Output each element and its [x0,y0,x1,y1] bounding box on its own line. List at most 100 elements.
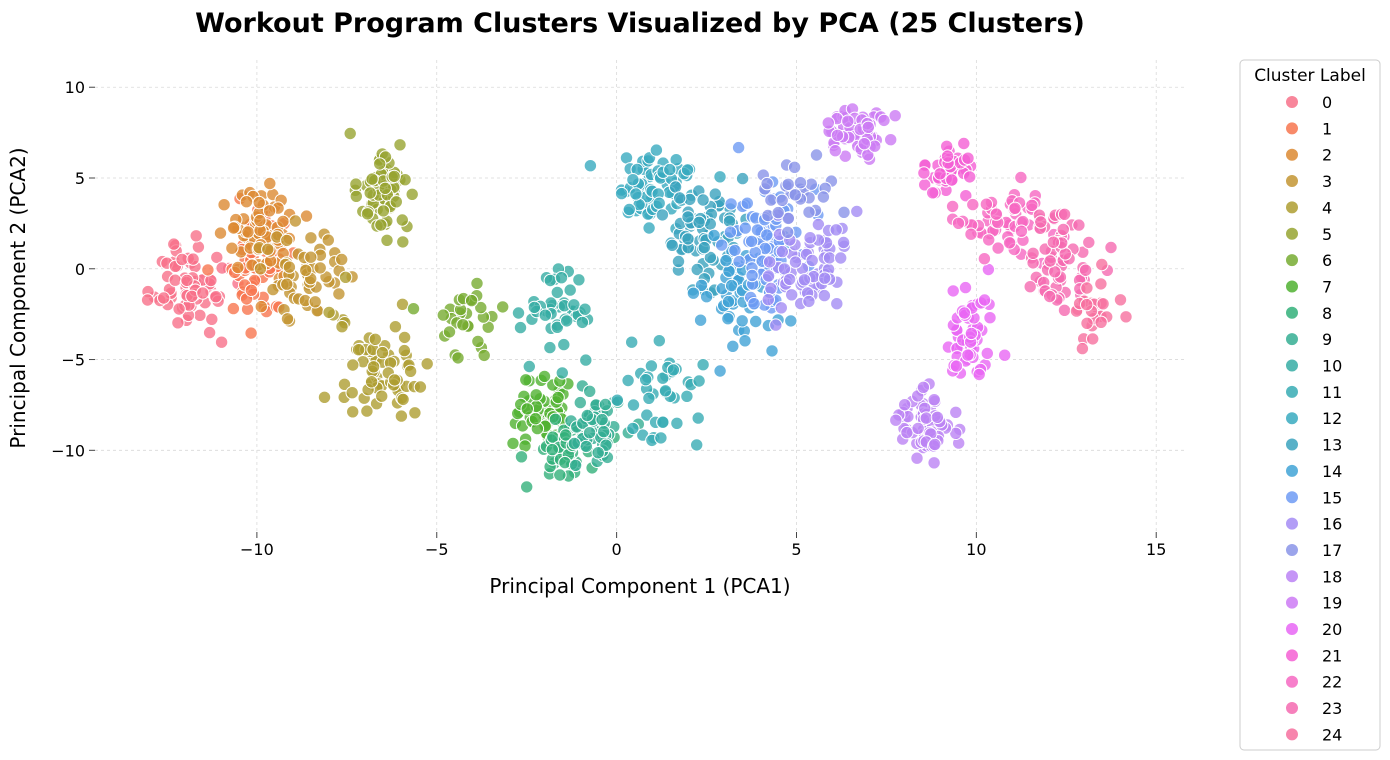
data-point [775,244,789,259]
data-point [877,113,891,128]
legend-label: 16 [1322,515,1342,534]
data-point [966,197,980,212]
series-cluster-11 [610,334,710,452]
data-point [380,233,394,248]
data-point [841,114,855,128]
data-point [252,195,266,210]
data-point [196,286,210,300]
data-point [760,228,774,242]
data-point [364,375,379,389]
data-point [563,283,577,297]
series-cluster-23 [1023,207,1118,317]
data-point [520,480,534,494]
data-point [949,359,964,373]
data-point [829,223,843,237]
data-point [262,204,277,218]
legend-marker [1285,121,1299,136]
data-point [972,367,986,382]
data-point [375,345,390,360]
data-point [781,225,795,240]
data-point [1086,332,1100,346]
legend-item: 7 [1285,277,1332,296]
data-point [496,300,510,314]
data-point [406,302,421,316]
data-point [554,271,569,285]
data-point [910,451,924,465]
data-point [652,196,666,210]
data-point [654,431,668,445]
data-point [782,272,797,287]
data-point [805,253,819,268]
data-point [728,243,742,258]
data-point [253,213,267,228]
y-tick-label: 10 [65,78,85,97]
data-point [669,153,683,167]
data-point [405,187,419,202]
data-point [738,221,752,235]
data-point [299,263,313,277]
legend-label: 13 [1322,436,1342,455]
data-point [299,209,314,223]
data-point [528,412,543,426]
data-point [395,213,409,227]
legend-item: 11 [1285,383,1342,402]
data-point [665,238,679,253]
data-point [989,207,1003,221]
data-point [157,291,171,305]
legend-marker [1285,226,1299,241]
data-point [332,287,346,301]
legend-label: 24 [1322,725,1342,744]
data-point [477,348,491,363]
data-point [626,173,640,187]
legend-item: 5 [1285,225,1332,244]
data-point [774,301,788,315]
series-cluster-9 [564,379,645,473]
data-point [629,187,643,201]
data-point [690,262,704,277]
x-tick-label: 0 [612,540,622,559]
legend-marker [1285,332,1299,347]
x-axis-ticks: −10 −5 0 5 10 15 [240,532,1166,559]
series-cluster-10 [511,262,595,380]
legend-item: 10 [1285,357,1342,376]
data-point [375,389,389,403]
data-point [280,233,294,248]
data-point [721,294,736,309]
data-point [788,255,803,269]
data-point [1026,246,1040,261]
legend-label: 6 [1322,251,1332,270]
data-point [694,278,709,292]
y-tick-label: −5 [61,351,85,370]
legend-label: 20 [1322,620,1342,639]
data-point [1023,280,1037,294]
data-point [666,363,681,377]
data-point [686,286,701,300]
data-point [560,314,574,328]
legend-item: 16 [1285,515,1342,534]
legend-marker [1285,674,1299,689]
data-point [239,195,254,209]
legend-item: 20 [1285,620,1342,639]
data-point [1056,222,1071,237]
legend-marker [1285,727,1299,742]
data-point [231,260,245,275]
legend-label: 11 [1322,383,1342,402]
y-tick-label: 0 [75,260,85,279]
data-point [626,421,640,436]
legend-item: 13 [1285,436,1342,455]
data-point [949,405,963,419]
data-point [343,126,357,141]
data-point [1008,201,1022,216]
data-point [977,293,992,307]
data-point [186,252,200,266]
data-point [511,306,526,320]
data-point [708,187,722,201]
data-point [543,273,557,288]
legend-item: 9 [1285,330,1332,349]
data-point [349,189,363,204]
data-point [830,128,845,143]
y-tick-label: −10 [51,441,85,460]
data-point [888,109,902,123]
data-point [308,295,322,309]
data-point [964,326,979,341]
